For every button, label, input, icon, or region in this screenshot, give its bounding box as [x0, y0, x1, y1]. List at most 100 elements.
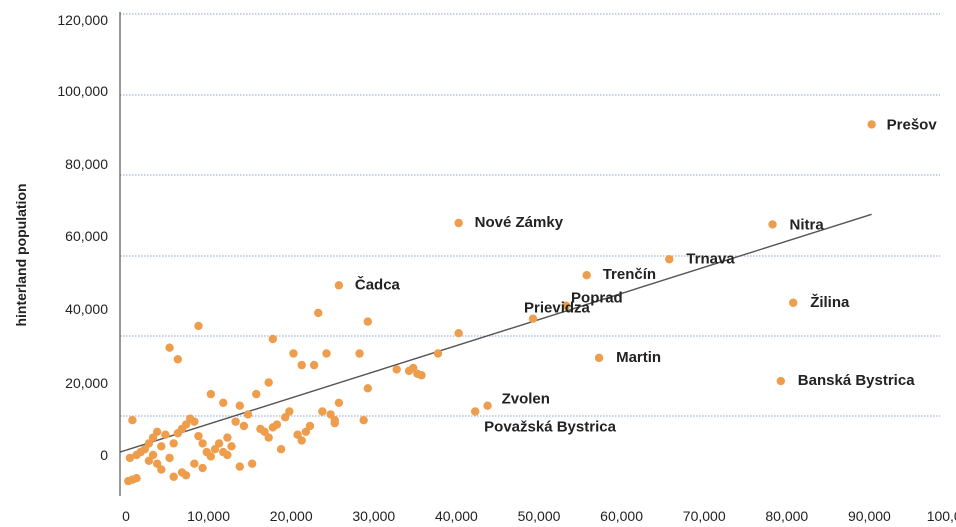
x-tick-label: 90,000	[848, 508, 891, 524]
data-point	[264, 378, 272, 386]
data-point	[248, 460, 256, 468]
data-point-labeled	[454, 219, 462, 227]
y-axis-label: hinterland population	[13, 183, 29, 326]
y-tick-label: 60,000	[65, 228, 108, 244]
data-point	[335, 399, 343, 407]
data-point	[207, 452, 215, 460]
point-label: Trnava	[686, 250, 735, 267]
data-point	[215, 439, 223, 447]
data-point	[149, 451, 157, 459]
point-label: Prešov	[887, 116, 938, 133]
data-point	[236, 462, 244, 470]
x-tick-label: 30,000	[352, 508, 395, 524]
data-point	[190, 460, 198, 468]
point-label: Žilina	[810, 293, 850, 311]
data-point	[165, 344, 173, 352]
point-label: Prievidza	[524, 300, 591, 317]
data-point	[318, 407, 326, 415]
x-tick-label: 60,000	[600, 508, 643, 524]
data-point	[231, 417, 239, 425]
data-point-labeled	[665, 255, 673, 263]
data-point	[240, 422, 248, 430]
point-label: Banská Bystrica	[798, 372, 915, 389]
data-point	[252, 390, 260, 398]
data-point-labeled	[582, 271, 590, 279]
data-point	[364, 384, 372, 392]
data-point	[132, 451, 140, 459]
x-tick-labels: 0 10,000 20,000 30,000 40,000 50,000 60,000 70,…	[122, 508, 956, 524]
data-point	[161, 431, 169, 439]
x-tick-label: 50,000	[518, 508, 561, 524]
data-point	[174, 355, 182, 363]
data-point	[157, 442, 165, 450]
data-point-labeled	[867, 120, 875, 128]
point-label: Čadca	[355, 275, 401, 293]
data-point	[227, 442, 235, 450]
point-label: Zvolen	[502, 391, 550, 408]
y-tick-labels: 0 20,000 40,000 60,000 80,000 100,000 120,000	[57, 12, 108, 463]
data-point-labeled	[483, 402, 491, 410]
point-label: Trenčín	[603, 266, 656, 283]
x-tick-label: 70,000	[683, 508, 726, 524]
data-point	[223, 433, 231, 441]
data-point	[194, 432, 202, 440]
data-point	[223, 451, 231, 459]
data-point-labeled	[768, 220, 776, 228]
point-label: Považská Bystrica	[484, 419, 616, 436]
data-point	[355, 349, 363, 357]
data-point	[454, 329, 462, 337]
y-tick-label: 100,000	[57, 83, 108, 99]
x-tick-label: 80,000	[765, 508, 808, 524]
data-point	[153, 428, 161, 436]
data-point-labeled	[335, 281, 343, 289]
data-point-labeled	[777, 377, 785, 385]
point-label: Martin	[616, 349, 661, 366]
x-tick-label: 100,000	[927, 508, 956, 524]
data-point	[264, 433, 272, 441]
data-point	[322, 349, 330, 357]
data-point	[285, 407, 293, 415]
data-point	[190, 417, 198, 425]
data-point	[359, 416, 367, 424]
data-point	[417, 371, 425, 379]
data-point	[169, 473, 177, 481]
data-point-labeled	[789, 299, 797, 307]
data-point	[273, 420, 281, 428]
data-point	[198, 439, 206, 447]
data-point	[314, 309, 322, 317]
data-point	[277, 445, 285, 453]
data-point	[128, 416, 136, 424]
y-tick-label: 20,000	[65, 375, 108, 391]
data-point-labeled	[471, 407, 479, 415]
data-point	[194, 322, 202, 330]
data-point	[198, 464, 206, 472]
x-tick-label: 0	[122, 508, 130, 524]
data-point	[289, 349, 297, 357]
data-point	[165, 454, 173, 462]
city-labels: Prešov Nitra Nové Zámky Trnava Trenčín Čadca P…	[355, 116, 937, 435]
y-tick-label: 0	[100, 447, 108, 463]
data-point	[306, 422, 314, 430]
y-tick-label: 80,000	[65, 156, 108, 172]
data-point	[153, 460, 161, 468]
y-tick-label: 120,000	[57, 12, 108, 28]
data-point	[310, 361, 318, 369]
data-point	[393, 365, 401, 373]
point-label: Nové Zámky	[475, 214, 564, 231]
data-point	[364, 317, 372, 325]
data-point	[182, 471, 190, 479]
data-point	[298, 436, 306, 444]
data-point	[298, 361, 306, 369]
data-point	[236, 402, 244, 410]
x-tick-label: 20,000	[270, 508, 313, 524]
x-tick-label: 40,000	[435, 508, 478, 524]
data-point	[132, 474, 140, 482]
x-tick-label: 10,000	[187, 508, 230, 524]
data-point	[434, 349, 442, 357]
data-point	[269, 335, 277, 343]
data-point	[219, 399, 227, 407]
data-point	[331, 419, 339, 427]
y-tick-label: 40,000	[65, 301, 108, 317]
data-point	[244, 410, 252, 418]
